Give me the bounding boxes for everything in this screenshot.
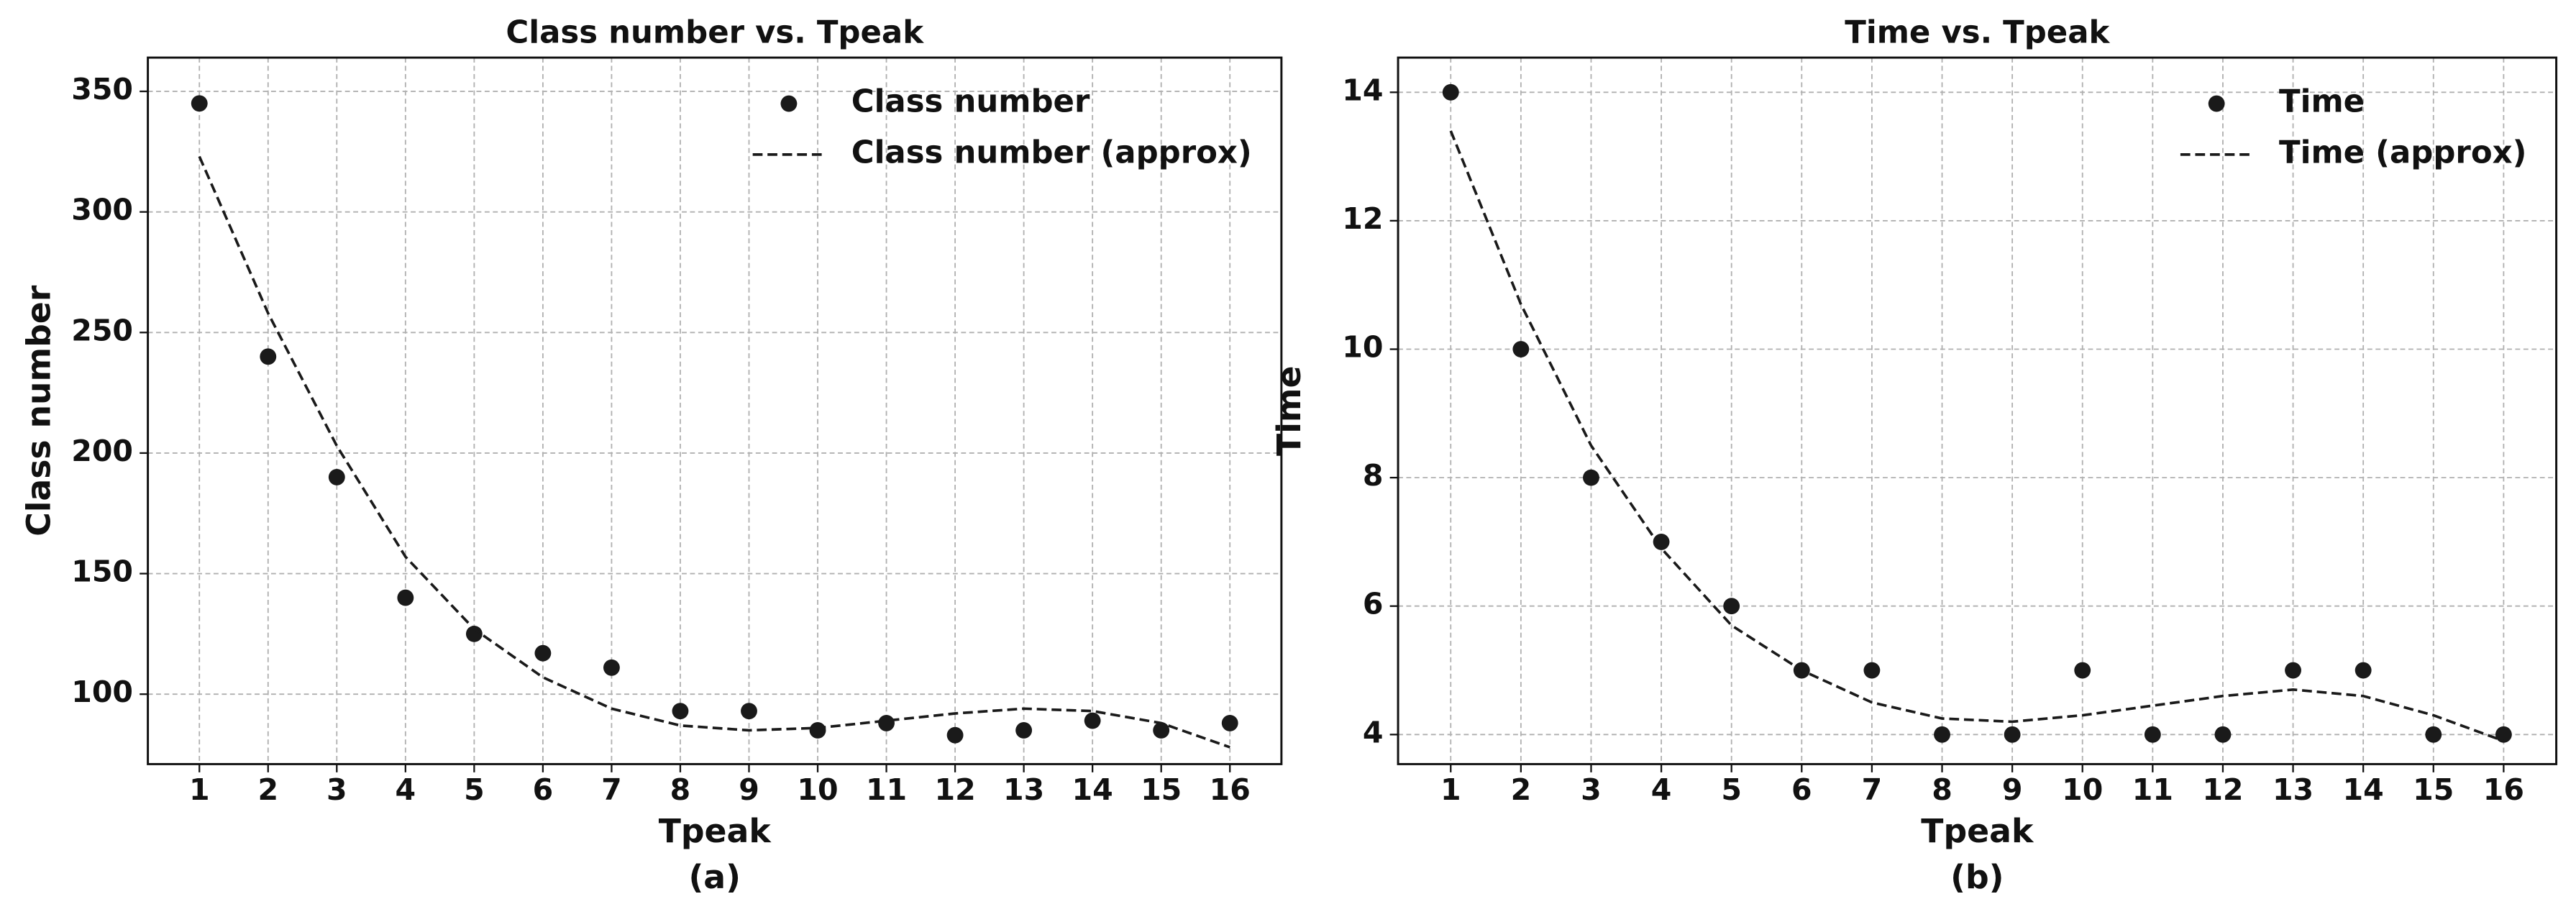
x-tick-label: 2 [1511, 772, 1532, 807]
x-tick-label: 16 [1210, 772, 1251, 807]
x-tick-label: 14 [1072, 772, 1113, 807]
data-point [1583, 469, 1599, 486]
x-tick-label: 9 [2002, 772, 2023, 807]
x-tick-label: 1 [1440, 772, 1461, 807]
data-point [672, 703, 689, 720]
data-point [1153, 722, 1170, 739]
data-point [2285, 662, 2301, 679]
x-tick-label: 15 [2413, 772, 2454, 807]
chart-title: Class number vs. Tpeak [506, 15, 924, 51]
x-tick-label: 1 [189, 772, 210, 807]
y-tick-label: 14 [1342, 73, 1383, 107]
x-axis-label: Tpeak [1921, 812, 2034, 850]
data-point [2495, 726, 2512, 743]
data-point [1512, 341, 1530, 357]
x-tick-label: 9 [739, 772, 759, 807]
x-tick-label: 7 [601, 772, 622, 807]
data-point [1653, 534, 1670, 550]
plot-frame [147, 56, 1283, 765]
x-tick-label: 12 [2202, 772, 2243, 807]
x-tick-label: 5 [1721, 772, 1742, 807]
plot-frame [1397, 56, 2558, 765]
x-tick-label: 13 [1003, 772, 1044, 807]
legend-marker [2208, 95, 2225, 112]
legend-marker [780, 95, 798, 112]
data-point [603, 659, 620, 676]
data-point [1442, 83, 1459, 101]
x-tick-label: 15 [1141, 772, 1182, 807]
data-point [1863, 662, 1881, 679]
x-tick-label: 7 [1862, 772, 1883, 807]
y-tick-label: 10 [1342, 330, 1383, 365]
legend-label: Time [2279, 84, 2365, 120]
data-point [809, 722, 826, 739]
y-tick-label: 300 [71, 193, 133, 227]
x-tick-label: 14 [2343, 772, 2384, 807]
data-point [1723, 598, 1740, 615]
y-tick-label: 100 [71, 675, 133, 709]
data-point [534, 644, 552, 662]
y-tick-label: 6 [1363, 587, 1384, 621]
fit-line [1449, 130, 2504, 742]
legend-label: Class number (approx) [851, 134, 1252, 170]
data-point [465, 625, 483, 642]
x-tick-label: 4 [396, 772, 416, 807]
legend-label: Time (approx) [2279, 134, 2526, 170]
data-point [2214, 726, 2232, 743]
data-point [2074, 662, 2091, 679]
data-point [878, 714, 895, 731]
x-tick-label: 8 [1932, 772, 1952, 807]
x-tick-label: 10 [797, 772, 838, 807]
x-tick-label: 12 [934, 772, 975, 807]
legend-label: Class number [851, 84, 1090, 120]
y-tick-label: 250 [71, 313, 133, 347]
x-tick-label: 6 [533, 772, 554, 807]
data-point [1221, 714, 1238, 731]
caption: (a) [688, 858, 741, 896]
x-tick-label: 3 [1581, 772, 1602, 807]
x-tick-label: 11 [2132, 772, 2173, 807]
x-tick-label: 11 [866, 772, 907, 807]
x-tick-label: 13 [2273, 772, 2314, 807]
data-point [1934, 726, 1950, 743]
y-tick-label: 4 [1363, 715, 1384, 749]
y-tick-label: 12 [1342, 201, 1383, 236]
data-point [397, 589, 414, 606]
data-point [2004, 726, 2021, 743]
y-axis-label: Class number [20, 285, 58, 537]
x-tick-label: 10 [2062, 772, 2103, 807]
data-point [328, 469, 345, 485]
x-axis-label: Tpeak [659, 812, 772, 850]
x-tick-label: 3 [326, 772, 347, 807]
data-point [191, 95, 208, 112]
y-tick-label: 8 [1363, 458, 1384, 493]
y-tick-label: 150 [71, 555, 133, 589]
y-tick-label: 350 [71, 72, 133, 106]
data-point [1084, 712, 1101, 729]
y-tick-label: 200 [71, 434, 133, 468]
caption: (b) [1950, 858, 2004, 896]
data-point [2144, 726, 2161, 743]
x-tick-label: 16 [2483, 772, 2524, 807]
x-tick-label: 2 [257, 772, 278, 807]
y-axis-label: Time [1270, 366, 1308, 456]
data-point [1015, 722, 1033, 739]
x-tick-label: 8 [670, 772, 691, 807]
fit-line [198, 155, 1230, 749]
x-tick-label: 5 [464, 772, 485, 807]
data-point [260, 348, 277, 365]
data-point [946, 726, 964, 744]
data-point [2355, 662, 2372, 679]
data-point [741, 703, 757, 720]
chart-title: Time vs. Tpeak [1845, 15, 2110, 51]
x-tick-label: 4 [1651, 772, 1672, 807]
data-point [2425, 726, 2442, 743]
x-tick-label: 6 [1791, 772, 1812, 807]
